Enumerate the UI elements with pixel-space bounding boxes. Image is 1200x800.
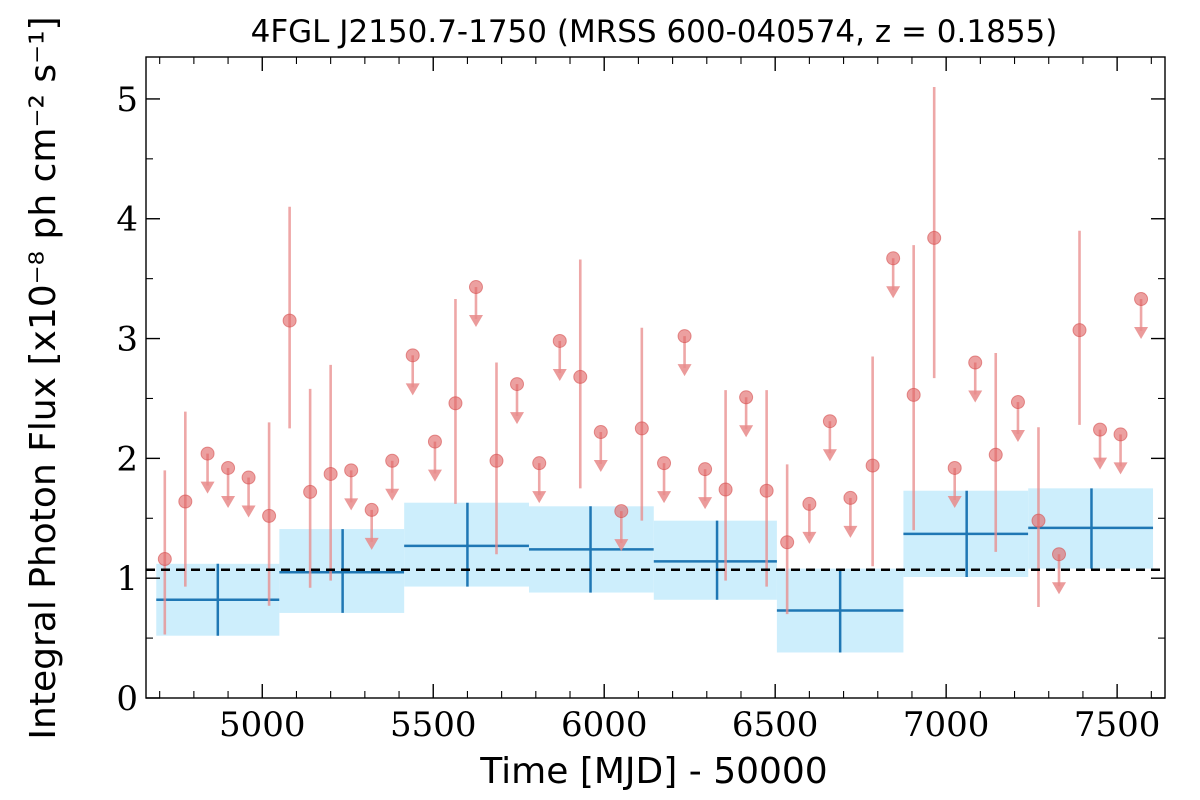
upper-limit-point <box>886 251 901 266</box>
upper-limit-arrowhead <box>1134 327 1149 340</box>
axes-layer: 5000 5500 6000 6500 7000 7500 0 1 2 3 4 5 <box>116 57 1165 745</box>
upper-limit-arrowhead <box>947 495 962 508</box>
upper-limit-arrowhead <box>468 315 483 328</box>
upper-limit-point <box>510 377 525 392</box>
detection-point <box>865 458 880 473</box>
y-tick-label: 4 <box>116 200 138 240</box>
upper-limit-point <box>677 329 692 344</box>
upper-limit-point <box>221 460 236 475</box>
detection-point <box>323 466 338 481</box>
upper-limit-arrowhead <box>886 286 901 299</box>
plot-frame <box>145 56 1166 699</box>
x-tick-label: 7000 <box>903 705 990 745</box>
x-axis-title: Time [MJD] - 50000 <box>479 751 827 792</box>
detection-point <box>262 508 277 523</box>
upper-limit-arrowhead <box>1051 582 1066 595</box>
flux-points-layer <box>157 86 1149 635</box>
detection-point <box>634 421 649 436</box>
detection-point <box>927 230 942 245</box>
detection-point <box>303 484 318 499</box>
detection-point <box>489 453 504 468</box>
upper-limit-point <box>1134 292 1149 307</box>
upper-limit-point <box>385 453 400 468</box>
upper-limit-arrowhead <box>698 497 713 510</box>
detection-point <box>282 313 297 328</box>
upper-limit-arrowhead <box>405 383 420 396</box>
upper-limit-point <box>657 456 672 471</box>
upper-limit-point <box>364 502 379 517</box>
detection-point <box>718 482 733 497</box>
upper-limit-arrowhead <box>1093 457 1108 470</box>
upper-limit-point <box>468 280 483 295</box>
detection-point <box>448 396 463 411</box>
detection-point <box>906 387 921 402</box>
upper-limit-point <box>843 490 858 505</box>
y-tick-label: 3 <box>116 320 138 360</box>
upper-limit-arrowhead <box>677 364 692 377</box>
upper-limit-point <box>947 460 962 475</box>
detection-point <box>759 483 774 498</box>
upper-limit-arrowhead <box>552 368 567 381</box>
upper-limit-arrowhead <box>657 491 672 504</box>
upper-limit-point <box>532 456 547 471</box>
x-tick-label: 5500 <box>390 705 477 745</box>
upper-limit-point <box>1113 427 1128 442</box>
y-tick-label: 2 <box>116 439 138 479</box>
chart-title: 4FGL J2150.7-1750 (MRSS 600-040574, z = … <box>251 14 1058 50</box>
detection-point <box>178 494 193 509</box>
upper-limit-point <box>344 463 359 478</box>
upper-limit-point <box>614 504 629 519</box>
upper-limit-point <box>241 470 256 485</box>
upper-limit-arrowhead <box>822 449 837 462</box>
upper-limit-point <box>593 425 608 440</box>
upper-limit-arrowhead <box>1113 462 1128 475</box>
detection-point <box>1031 513 1046 528</box>
detection-point <box>573 369 588 384</box>
upper-limit-arrowhead <box>200 481 215 494</box>
detection-point <box>1072 323 1087 338</box>
upper-limit-arrowhead <box>843 525 858 538</box>
upper-limit-point <box>405 348 420 363</box>
detection-point <box>988 447 1003 462</box>
upper-limit-arrowhead <box>385 488 400 501</box>
upper-limit-arrowhead <box>241 505 256 518</box>
upper-limit-arrowhead <box>344 498 359 511</box>
y-tick-label: 5 <box>116 80 138 120</box>
upper-limit-point <box>427 434 442 449</box>
y-axis-title: Integral Photon Flux [x10⁻⁸ ph cm⁻² s⁻¹] <box>23 16 64 739</box>
upper-limit-point <box>968 355 983 370</box>
x-tick-label: 7500 <box>1074 705 1161 745</box>
x-tick-label: 6500 <box>732 705 819 745</box>
upper-limit-point <box>1010 395 1025 410</box>
upper-limit-arrowhead <box>1010 430 1025 443</box>
upper-limit-point <box>1051 547 1066 562</box>
upper-limit-point <box>200 446 215 461</box>
upper-limit-point <box>552 333 567 348</box>
upper-limit-arrowhead <box>364 537 379 550</box>
upper-limit-point <box>739 390 754 405</box>
upper-limit-arrowhead <box>593 460 608 473</box>
detection-point <box>780 535 795 550</box>
x-tick-label: 5000 <box>219 705 306 745</box>
upper-limit-arrowhead <box>427 469 442 482</box>
upper-limit-point <box>698 462 713 477</box>
upper-limit-arrowhead <box>532 491 547 504</box>
upper-limit-arrowhead <box>221 495 236 508</box>
upper-limit-point <box>822 414 837 429</box>
upper-limit-arrowhead <box>614 539 629 552</box>
upper-limit-arrowhead <box>510 412 525 425</box>
y-tick-label: 0 <box>116 679 138 719</box>
upper-limit-arrowhead <box>968 390 983 403</box>
binned-flux-layer <box>156 488 1154 653</box>
upper-limit-point <box>1093 422 1108 437</box>
detection-point <box>157 552 172 567</box>
x-tick-label: 6000 <box>561 705 648 745</box>
y-tick-label: 1 <box>116 559 138 599</box>
upper-limit-point <box>802 496 817 511</box>
upper-limit-arrowhead <box>739 425 754 438</box>
upper-limit-arrowhead <box>802 531 817 544</box>
